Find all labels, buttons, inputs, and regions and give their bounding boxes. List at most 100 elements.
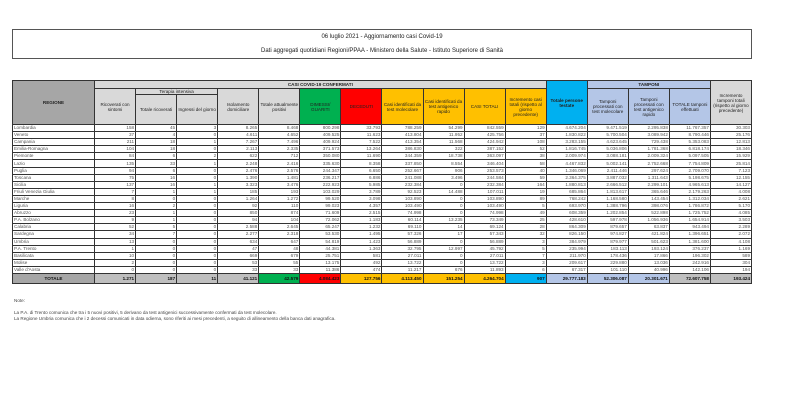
cell-3: 0 (176, 202, 219, 211)
cell-14: 1.781.368 (627, 145, 670, 154)
cell-3: 0 (176, 194, 219, 204)
cell-6: 11.386 (299, 265, 342, 274)
cell-14: 2.295.838 (627, 123, 670, 133)
cell-8: 32.795 (381, 244, 424, 253)
cell-9: 3.496 (422, 173, 465, 182)
table-row: Puglia 94 6 0 2.476 2.576 244.347 6.650 252.667 9… (12, 166, 753, 175)
cell-15: 7.754.809 (668, 159, 711, 168)
table-row: Umbria 13 0 0 634 647 54.819 1.423 56.889 0 56.889… (12, 237, 753, 246)
cell-11: 52 (504, 145, 547, 154)
col-header-7: Casi identificati da test molecolare (381, 88, 424, 125)
cell-10: 45.792 (463, 244, 506, 253)
cell-11: 19 (504, 187, 547, 196)
cell-10: 103.890 (463, 194, 506, 204)
cell-9: 54.299 (422, 123, 465, 133)
cell-16: 12.155 (709, 173, 753, 182)
region-name: Basilicata (12, 251, 95, 260)
cell-15: 6.818.174 (668, 145, 711, 154)
col-header-6: DECEDUTI (340, 88, 383, 125)
cell-2: 2 (135, 202, 178, 211)
cell-3: 0 (176, 145, 219, 154)
cell-15: 376.237 (668, 244, 711, 253)
cell-15: 196.302 (668, 251, 711, 260)
table-row: P.A. Trento 1 0 0 47 48 44.381 1.363 32.795 12.99… (12, 244, 753, 253)
cell-14: 63.837 (627, 223, 670, 232)
covid-data-table: REGIONE CASI COVID-19 CONFERMATI Totale … (12, 80, 753, 285)
cell-6: 371.573 (299, 145, 342, 154)
col-header-4: Totale attualmente positivi (258, 88, 301, 125)
group-confermati-header: CASI COVID-19 CONFERMATI (94, 80, 547, 89)
cell-8: 103.890 (381, 194, 424, 204)
cell-5: 2.645 (258, 223, 301, 232)
cell-6: 222.923 (299, 180, 342, 189)
region-name: Marche (12, 194, 95, 204)
cell-15: 142.106 (668, 265, 711, 274)
cell-5: 7.496 (258, 138, 301, 147)
region-name: Lazio (12, 159, 95, 168)
total-cell-7: 127.756 (340, 272, 383, 285)
cell-16: 194 (709, 265, 753, 274)
cell-14: 40.996 (627, 265, 670, 274)
cell-2: 4 (135, 131, 178, 140)
cell-9: 8.554 (422, 159, 465, 168)
cell-5: 874 (258, 209, 301, 218)
cell-6: 65.247 (299, 223, 342, 232)
cell-16: 30.303 (709, 123, 753, 133)
cell-1: 137 (93, 180, 137, 189)
cell-13: 3.887.032 (586, 173, 629, 182)
cell-6: 54.819 (299, 237, 342, 246)
cell-5: 193 (258, 187, 301, 196)
cell-11: 58 (504, 159, 547, 168)
cell-9: 676 (422, 265, 465, 274)
cell-2: 0 (135, 265, 178, 274)
total-cell-13: 52.306.087 (586, 272, 629, 285)
total-cell-4: 41.121 (217, 272, 260, 285)
cell-6: 72.062 (299, 216, 342, 225)
cell-10: 56.889 (463, 237, 506, 246)
cell-6: 335.630 (299, 159, 342, 168)
cell-4: 1.390 (217, 173, 260, 182)
cell-9: 13.235 (422, 216, 465, 225)
cell-11: 89 (504, 194, 547, 204)
cell-14: 2.009.324 (627, 152, 670, 161)
cell-13: 4.623.645 (586, 138, 629, 147)
cell-6: 409.924 (299, 138, 342, 147)
cell-16: 4.008 (709, 187, 753, 196)
cell-9: 18.738 (422, 152, 465, 161)
cell-7: 5.985 (340, 180, 383, 189)
col-header-11: Totale persone testate (545, 80, 588, 125)
cell-3: 0 (176, 131, 219, 140)
cell-13: 5.002.141 (586, 159, 629, 168)
cell-15: 5.353.083 (668, 138, 711, 147)
cell-8: 74.998 (381, 209, 424, 218)
cell-5: 55 (258, 258, 301, 267)
cell-9: 0 (422, 251, 465, 260)
cell-11: 3 (504, 237, 547, 246)
region-name: Friuli Venezia Giulia (12, 187, 95, 196)
cell-12: 4.674.204 (545, 123, 588, 133)
cell-16: 2.072 (709, 230, 753, 239)
cell-13: 2.411.446 (586, 166, 629, 175)
cell-12: 384.979 (545, 237, 588, 246)
cell-16: 14.127 (709, 180, 753, 189)
cell-14: 17.866 (627, 251, 670, 260)
cell-13: 2.666.512 (586, 180, 629, 189)
cell-14: 2.299.101 (627, 180, 670, 189)
cell-2: 0 (135, 258, 178, 267)
region-name: P.A. Bolzano (12, 216, 95, 225)
col-header-14: TOTALE tamponi effettuati (668, 88, 711, 125)
cell-9: 0 (422, 258, 465, 267)
cell-7: 1.363 (340, 244, 383, 253)
cell-4: 53 (217, 258, 260, 267)
cell-14: 421.824 (627, 230, 670, 239)
cell-2: 0 (135, 251, 178, 260)
cell-1: 10 (93, 251, 137, 260)
col-header-0: Ricoverati con sintomi (93, 88, 137, 125)
cell-4: 33 (217, 265, 260, 274)
cell-7: 6.886 (340, 173, 383, 182)
cell-15: 8.790.446 (668, 131, 711, 140)
cell-11: 3 (504, 258, 547, 267)
cell-8: 386.830 (381, 145, 424, 154)
region-name: Sicilia (12, 180, 95, 189)
total-cell-14: 20.301.671 (627, 272, 670, 285)
